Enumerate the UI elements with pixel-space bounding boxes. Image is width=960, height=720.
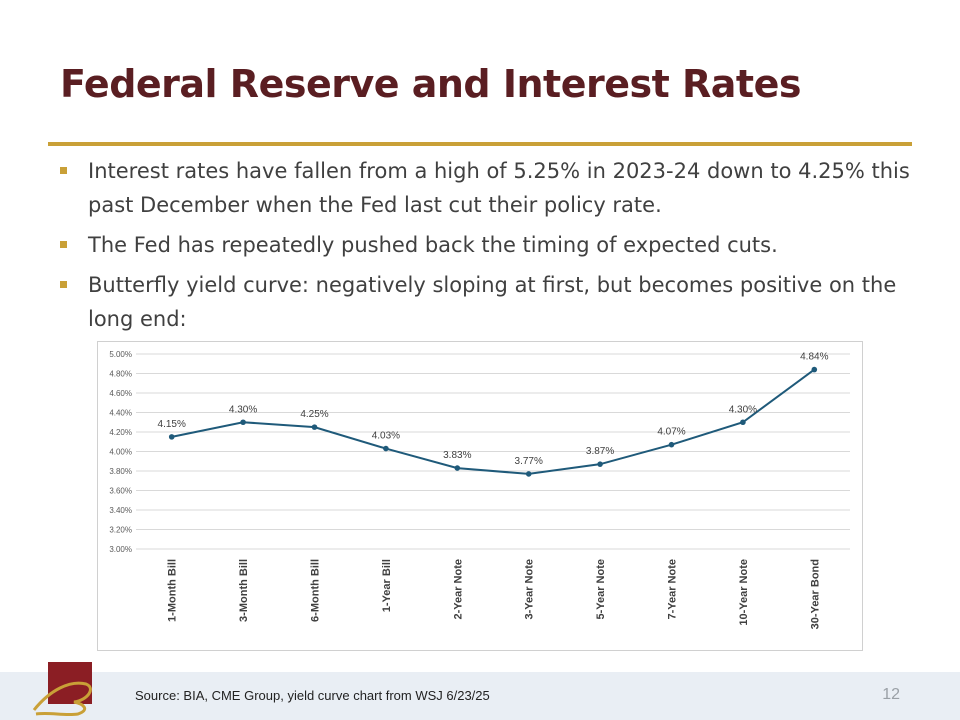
data-label: 4.84%	[800, 352, 828, 363]
data-label: 3.87%	[586, 446, 614, 457]
series-line	[171, 368, 815, 475]
x-tick-label: 3-Year Note	[524, 559, 536, 620]
bullet-text: Interest rates have fallen from a high o…	[88, 159, 910, 217]
footer-bar	[0, 672, 960, 720]
bullet-square-icon	[60, 241, 67, 248]
x-tick-label: 30-Year Bond	[809, 559, 821, 629]
x-tick-label: 10-Year Note	[738, 559, 750, 626]
data-point	[668, 441, 675, 448]
data-label: 4.30%	[729, 404, 757, 415]
source-note: Source: BIA, CME Group, yield curve char…	[135, 688, 490, 703]
y-tick-label: 4.20%	[109, 428, 132, 437]
page-number: 12	[882, 686, 900, 703]
x-tick-label: 2-Year Note	[452, 559, 464, 620]
chart-svg: 5.00% 4.80% 4.60% 4.40% 4.20% 4.00% 3.80% 3.60%…	[109, 350, 850, 629]
data-point	[240, 419, 246, 426]
data-label: 4.03%	[372, 431, 400, 442]
data-point	[383, 445, 389, 452]
x-tick-label: 3-Month Bill	[238, 559, 250, 622]
y-tick-label: 5.00%	[109, 350, 132, 359]
y-tick-label: 3.00%	[109, 545, 132, 554]
data-point	[597, 461, 603, 467]
bullet-text: The Fed has repeatedly pushed back the t…	[88, 233, 778, 257]
bullet-text: Butterfly yield curve: negatively slopin…	[88, 273, 897, 331]
y-tick-label: 4.40%	[109, 409, 132, 418]
bullet-square-icon	[60, 281, 67, 288]
data-label: 3.77%	[515, 456, 543, 467]
bullet-item: The Fed has repeatedly pushed back the t…	[60, 228, 910, 262]
x-tick-label: 5-Year Note	[595, 559, 607, 620]
bullet-item: Interest rates have fallen from a high o…	[60, 154, 910, 222]
data-point	[740, 419, 746, 426]
x-tick-label: 6-Month Bill	[310, 559, 322, 622]
y-tick-label: 4.00%	[109, 448, 132, 457]
bullet-item: Butterfly yield curve: negatively slopin…	[60, 268, 910, 336]
data-point	[168, 434, 175, 440]
data-label: 4.15%	[158, 419, 186, 430]
y-tick-label: 3.40%	[109, 506, 132, 515]
bullet-square-icon	[60, 167, 67, 174]
data-label: 4.07%	[657, 427, 685, 438]
company-logo-icon	[32, 662, 92, 716]
data-point	[525, 471, 532, 477]
title-divider	[48, 142, 912, 146]
page-title: Federal Reserve and Interest Rates	[60, 62, 801, 106]
x-tick-label: 1-Month Bill	[167, 559, 179, 622]
y-tick-label: 3.60%	[109, 487, 132, 496]
data-label: 4.25%	[300, 409, 328, 420]
x-tick-label: 1-Year Bill	[381, 559, 393, 612]
x-tick-label: 7-Year Note	[667, 559, 679, 620]
bullet-list: Interest rates have fallen from a high o…	[60, 154, 910, 342]
yield-curve-chart: 5.00% 4.80% 4.60% 4.40% 4.20% 4.00% 3.80% 3.60%…	[97, 341, 863, 651]
data-point	[454, 465, 461, 471]
data-point	[311, 424, 318, 430]
y-tick-label: 4.80%	[109, 370, 132, 379]
y-tick-label: 3.20%	[109, 526, 132, 535]
y-tick-label: 3.80%	[109, 467, 132, 476]
y-tick-label: 4.60%	[109, 389, 132, 398]
data-label: 3.83%	[443, 450, 471, 461]
data-label: 4.30%	[229, 404, 257, 415]
data-point	[811, 366, 818, 373]
